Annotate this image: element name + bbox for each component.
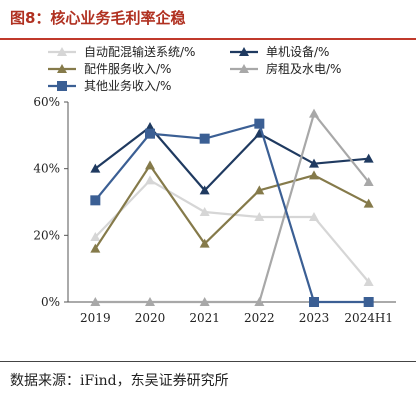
data-point <box>309 108 319 118</box>
data-point <box>254 185 265 195</box>
chart-legend: 自动配混输送系统/% 单机设备/% 配件服务收入/% 房租及水电/% 其他业务收入/% <box>48 44 341 93</box>
data-point <box>90 243 101 253</box>
data-point <box>363 177 374 186</box>
data-point <box>199 185 210 195</box>
y-tick-label: 20% <box>33 228 60 242</box>
series-line <box>94 178 370 283</box>
data-point <box>363 297 374 307</box>
data-point <box>145 160 155 170</box>
x-tick-label: 2020 <box>135 311 166 325</box>
x-tick-label: 2023 <box>299 311 330 325</box>
data-point <box>309 158 319 168</box>
source-note: 数据来源：iFind，东吴证券研究所 <box>10 373 229 389</box>
title-bar: 图8：核心业务毛利率企稳 <box>0 0 416 40</box>
y-tick-label: 0% <box>41 295 60 309</box>
data-point <box>90 232 101 241</box>
legend-item: 房租及水电/% <box>230 61 341 76</box>
data-point <box>90 163 101 173</box>
data-point <box>90 195 101 206</box>
legend-item: 其他业务收入/% <box>48 78 171 93</box>
line-chart: 自动配混输送系统/% 单机设备/%配件服务收入/% 房租及水电/%其他业务收入/% … <box>33 44 396 325</box>
y-tick-label: 40% <box>33 162 60 176</box>
chart-series <box>90 108 374 307</box>
y-tick-label: 60% <box>33 95 60 109</box>
data-point <box>145 297 155 306</box>
data-point <box>90 297 101 306</box>
data-point <box>363 277 374 286</box>
legend-label: 配件服务收入/% <box>84 61 171 76</box>
chart-axes: 0% 20% 40% 60% 2019 2020 2021 2022 2023 2024H1 <box>33 95 396 325</box>
data-point <box>309 212 319 221</box>
legend-label: 单机设备/% <box>266 45 329 59</box>
data-point <box>145 175 155 185</box>
legend-item: 配件服务收入/% <box>48 61 171 76</box>
legend-label: 自动配混输送系统/% <box>84 44 195 59</box>
x-tick-label: 2019 <box>80 311 111 325</box>
data-point <box>145 128 155 139</box>
series-line <box>94 125 369 192</box>
data-point <box>363 198 374 208</box>
x-tick-label: 2021 <box>189 311 220 325</box>
data-point <box>309 170 319 180</box>
data-point <box>199 297 210 306</box>
series-line <box>94 163 370 250</box>
data-point <box>199 207 210 216</box>
series-5 <box>90 118 374 307</box>
data-point <box>254 297 265 306</box>
data-point <box>199 238 210 248</box>
data-point <box>254 118 265 129</box>
footer-divider <box>0 361 416 362</box>
data-point <box>309 297 319 307</box>
series-line <box>94 122 369 304</box>
legend-item: 自动配混输送系统/% <box>48 44 195 59</box>
series-3 <box>90 160 374 253</box>
series-4 <box>90 108 374 306</box>
data-point <box>363 153 374 163</box>
series-1 <box>90 175 374 286</box>
legend-label: 其他业务收入/% <box>84 78 171 93</box>
legend-marker <box>57 81 67 91</box>
x-tick-label: 2024H1 <box>344 311 393 325</box>
legend-item: 单机设备/% <box>230 45 329 59</box>
legend-marker <box>239 64 249 73</box>
legend-label: 房租及水电/% <box>266 61 341 76</box>
x-tick-label: 2022 <box>244 311 275 325</box>
data-point <box>199 133 210 144</box>
legend-marker <box>57 47 67 56</box>
series-line <box>95 111 370 304</box>
legend-marker <box>239 47 249 56</box>
legend-marker <box>57 64 67 73</box>
figure-title: 图8：核心业务毛利率企稳 <box>10 9 186 27</box>
data-point <box>254 212 265 221</box>
